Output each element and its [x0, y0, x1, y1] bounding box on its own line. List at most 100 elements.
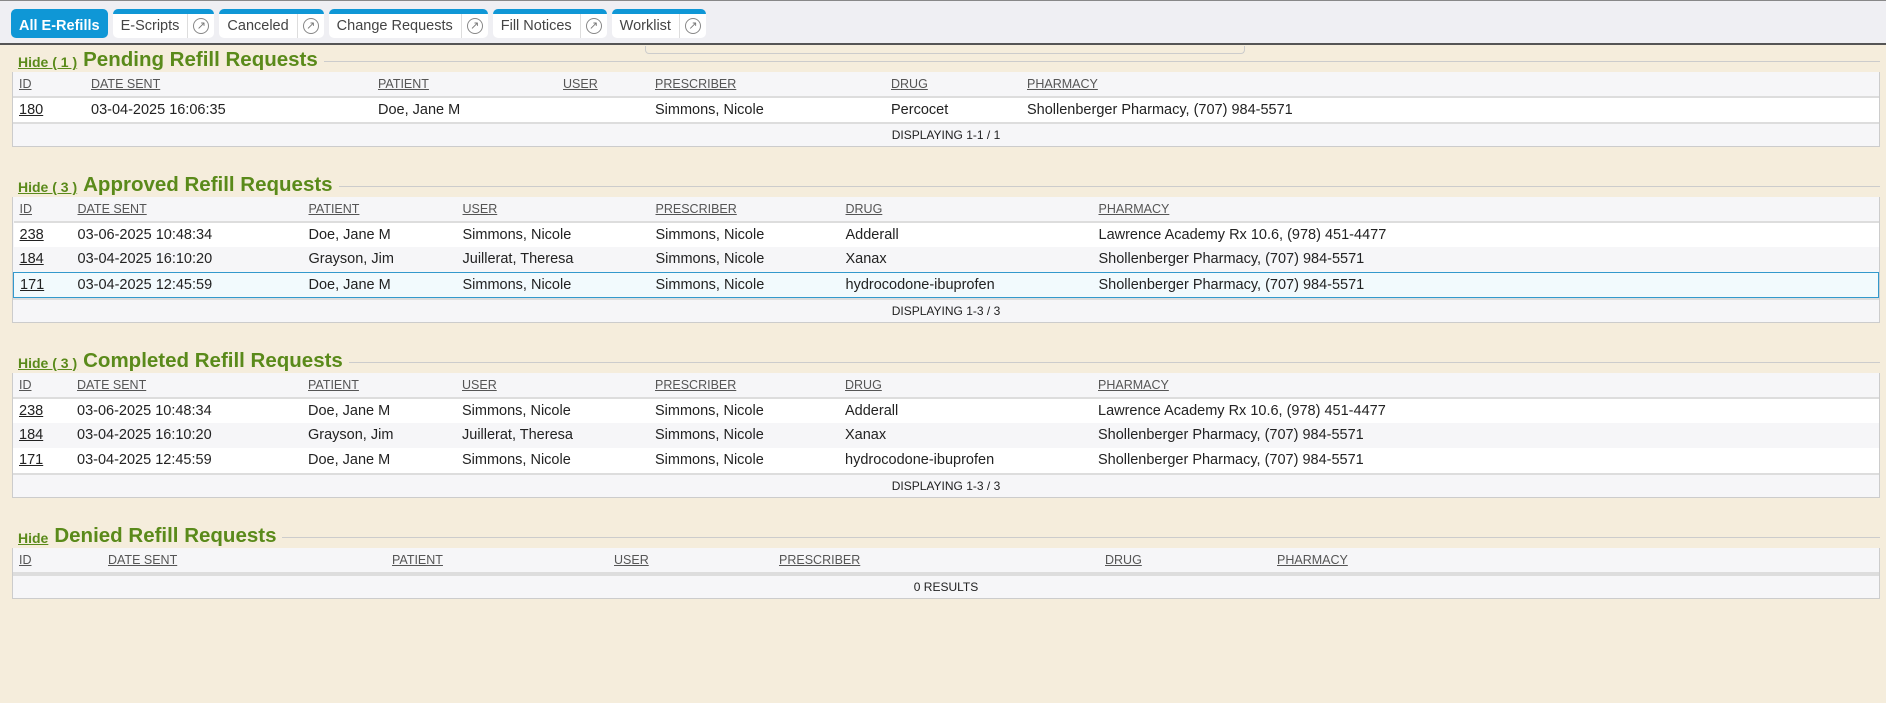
column-header-prescriber[interactable]: PRESCRIBER	[773, 547, 1099, 574]
cell-date-sent: 03-06-2025 10:48:34	[71, 222, 303, 247]
column-header-drug[interactable]: DRUG	[885, 72, 1021, 98]
denied-table: ID DATE SENT PATIENT USER PRESCRIBER DRUG PHAR…	[13, 547, 1879, 574]
table-row[interactable]: 238 03-06-2025 10:48:34 Doe, Jane M Simmons…	[13, 222, 1879, 247]
tab-all-e-refills[interactable]: All E-Refills	[11, 9, 108, 38]
column-header-pharmacy[interactable]: PHARMACY	[1021, 72, 1879, 98]
column-header-patient[interactable]: PATIENT	[386, 547, 608, 574]
tab-bar: All E-Refills E-Scripts ↗ Canceled ↗ Change R…	[0, 0, 1886, 54]
open-external-button[interactable]: ↗	[678, 14, 706, 38]
hide-toggle-link[interactable]: Hide ( 1 )	[18, 54, 78, 70]
column-header-date-sent[interactable]: DATE SENT	[71, 197, 303, 223]
cell-pharmacy: Shollenberger Pharmacy, (707) 984-5571	[1092, 422, 1879, 448]
hide-toggle-link[interactable]: Hide ( 3 )	[18, 179, 78, 195]
external-link-icon: ↗	[684, 18, 701, 34]
table-row[interactable]: 180 03-04-2025 16:06:35 Doe, Jane M Simmons…	[13, 97, 1879, 122]
external-link-icon: ↗	[585, 18, 602, 34]
section-legend: Hide Denied Refill Requests	[12, 521, 1880, 548]
tab-label: Worklist	[619, 18, 671, 34]
column-header-id[interactable]: ID	[13, 72, 85, 98]
hide-toggle-link[interactable]: Hide	[18, 529, 49, 546]
request-id-link[interactable]: 238	[13, 222, 72, 247]
column-header-pharmacy[interactable]: PHARMACY	[1092, 372, 1879, 399]
cell-date-sent: 03-04-2025 16:10:20	[71, 422, 302, 448]
request-id-link[interactable]: 184	[13, 422, 71, 448]
table-footer-status: 0 RESULTS	[13, 573, 1879, 598]
table-row[interactable]: 184 03-04-2025 16:10:20 Grayson, Jim Juille…	[13, 422, 1879, 448]
column-header-id[interactable]: ID	[13, 372, 71, 399]
cell-date-sent: 03-06-2025 10:48:34	[71, 397, 302, 423]
cell-date-sent: 03-04-2025 16:10:20	[71, 247, 303, 272]
column-header-pharmacy[interactable]: PHARMACY	[1092, 197, 1879, 223]
table-row[interactable]: 184 03-04-2025 16:10:20 Grayson, Jim Juille…	[13, 247, 1879, 272]
section-approved: Hide ( 3 ) Approved Refill Requests ID DATE…	[12, 170, 1880, 323]
open-external-button[interactable]: ↗	[460, 14, 488, 38]
cell-patient: Grayson, Jim	[302, 247, 457, 272]
tab-label: Fill Notices	[500, 18, 572, 34]
request-id-link[interactable]: 171	[13, 271, 72, 298]
column-header-user[interactable]: USER	[557, 72, 649, 98]
cell-prescriber: Simmons, Nicole	[649, 97, 885, 122]
legend-divider	[282, 536, 1880, 538]
table-container: ID DATE SENT PATIENT USER PRESCRIBER DRUG PHAR…	[12, 547, 1880, 599]
tab-worklist[interactable]: Worklist ↗	[611, 9, 706, 38]
section-completed: Hide ( 3 ) Completed Refill Requests ID DAT…	[12, 346, 1880, 498]
cell-pharmacy: Lawrence Academy Rx 10.6, (978) 451-4477	[1092, 222, 1879, 247]
column-header-pharmacy[interactable]: PHARMACY	[1271, 547, 1879, 574]
column-header-date-sent[interactable]: DATE SENT	[102, 547, 386, 574]
cell-pharmacy: Shollenberger Pharmacy, (707) 984-5571	[1092, 271, 1879, 298]
column-header-user[interactable]: USER	[456, 197, 650, 223]
request-id-link[interactable]: 171	[13, 447, 71, 473]
legend-divider	[323, 61, 1880, 62]
column-header-prescriber[interactable]: PRESCRIBER	[649, 197, 840, 223]
hide-toggle-link[interactable]: Hide ( 3 )	[18, 354, 78, 371]
column-header-drug[interactable]: DRUG	[839, 372, 1092, 399]
column-header-id[interactable]: ID	[13, 547, 102, 574]
external-link-icon: ↗	[466, 18, 483, 34]
cell-user: Simmons, Nicole	[456, 222, 650, 247]
tab-canceled[interactable]: Canceled ↗	[219, 9, 324, 38]
external-link-icon: ↗	[302, 18, 319, 34]
tab-fill-notices[interactable]: Fill Notices ↗	[492, 9, 607, 38]
table-row[interactable]: 171 03-04-2025 12:45:59 Doe, Jane M Simmons…	[13, 271, 1879, 298]
column-header-drug[interactable]: DRUG	[1099, 547, 1271, 574]
column-header-patient[interactable]: PATIENT	[372, 72, 557, 98]
open-external-button[interactable]: ↗	[296, 14, 324, 38]
request-id-link[interactable]: 180	[13, 97, 85, 122]
section-gap	[0, 323, 1886, 346]
open-external-button[interactable]: ↗	[187, 14, 214, 38]
cell-pharmacy: Lawrence Academy Rx 10.6, (978) 451-4477	[1092, 397, 1879, 423]
cell-drug: hydrocodone-ibuprofen	[839, 447, 1092, 473]
cell-pharmacy: Shollenberger Pharmacy, (707) 984-5571	[1092, 447, 1879, 473]
section-title: Denied Refill Requests	[54, 523, 277, 547]
tab-label: Change Requests	[336, 18, 453, 34]
table-row[interactable]: 238 03-06-2025 10:48:34 Doe, Jane M Simmons…	[13, 397, 1879, 423]
cell-prescriber: Simmons, Nicole	[649, 397, 839, 423]
cell-user: Juillerat, Theresa	[456, 247, 650, 272]
column-header-prescriber[interactable]: PRESCRIBER	[649, 372, 839, 399]
section-pending: Hide ( 1 ) Pending Refill Requests ID DATE …	[12, 45, 1880, 147]
cell-patient: Doe, Jane M	[302, 397, 456, 423]
column-header-date-sent[interactable]: DATE SENT	[85, 72, 372, 98]
request-id-link[interactable]: 238	[13, 397, 71, 423]
table-row[interactable]: 171 03-04-2025 12:45:59 Doe, Jane M Simmons…	[13, 447, 1879, 473]
open-external-button[interactable]: ↗	[579, 14, 607, 38]
column-header-patient[interactable]: PATIENT	[302, 197, 457, 223]
request-id-link[interactable]: 184	[13, 247, 72, 272]
table-container: ID DATE SENT PATIENT USER PRESCRIBER DRUG PHAR…	[12, 197, 1880, 323]
column-header-user[interactable]: USER	[456, 372, 649, 399]
column-header-user[interactable]: USER	[608, 547, 773, 574]
tab-e-scripts[interactable]: E-Scripts ↗	[112, 9, 215, 38]
cell-drug: Percocet	[885, 97, 1021, 122]
table-header-row: ID DATE SENT PATIENT USER PRESCRIBER DRUG PHAR…	[13, 372, 1879, 399]
column-header-prescriber[interactable]: PRESCRIBER	[649, 72, 885, 98]
external-link-icon: ↗	[193, 18, 210, 34]
cell-patient: Doe, Jane M	[302, 447, 456, 473]
legend-divider	[338, 186, 1880, 187]
tab-change-requests[interactable]: Change Requests ↗	[328, 9, 488, 38]
cell-drug: Adderall	[839, 222, 1093, 247]
completed-table: ID DATE SENT PATIENT USER PRESCRIBER DRUG PHAR…	[13, 372, 1879, 473]
column-header-date-sent[interactable]: DATE SENT	[71, 372, 302, 399]
column-header-id[interactable]: ID	[13, 197, 72, 223]
column-header-patient[interactable]: PATIENT	[302, 372, 456, 399]
column-header-drug[interactable]: DRUG	[839, 197, 1093, 223]
